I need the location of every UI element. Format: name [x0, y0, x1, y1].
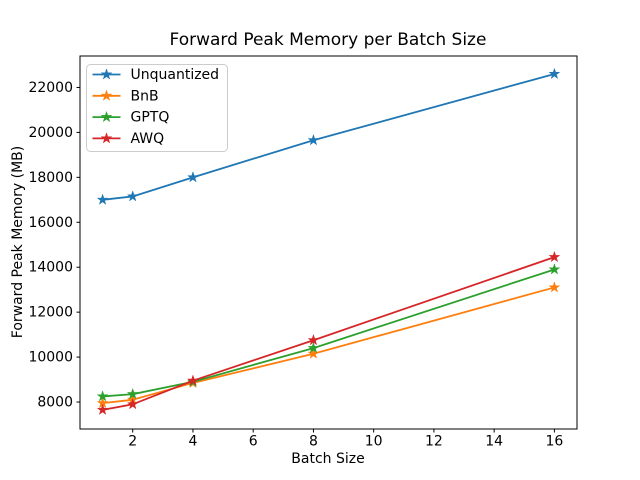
data-point-marker — [126, 397, 139, 410]
legend: Unquantized BnB GPTQ AWQ — [86, 64, 228, 152]
data-point-marker — [307, 133, 320, 146]
legend-entry-AWQ: AWQ — [92, 131, 165, 147]
data-point-marker — [307, 347, 320, 359]
y-tick-label: 22000 — [28, 80, 73, 96]
data-point-marker — [548, 281, 561, 293]
x-tick-label: 8 — [309, 434, 318, 450]
x-tick-label: 2 — [128, 434, 137, 450]
data-point-marker — [548, 67, 561, 80]
legend-label: GPTQ — [131, 110, 170, 126]
legend-label: AWQ — [131, 131, 165, 147]
data-point-marker — [96, 390, 109, 402]
legend-entry-GPTQ: GPTQ — [92, 110, 170, 126]
legend-star-marker-icon — [100, 89, 113, 101]
data-point-marker — [126, 190, 139, 202]
data-point-marker — [126, 387, 139, 400]
x-tick-label: 16 — [545, 434, 563, 450]
y-tick-label: 18000 — [28, 170, 73, 186]
legend-star-marker-icon — [100, 132, 113, 144]
x-axis-label: Batch Size — [291, 451, 364, 467]
x-tick-label: 10 — [365, 434, 383, 450]
legend-box — [86, 64, 228, 152]
y-axis-label: Forward Peak Memory (MB) — [10, 146, 26, 338]
legend-entry-BnB: BnB — [92, 88, 159, 104]
chart-title: Forward Peak Memory per Batch Size — [170, 30, 487, 50]
x-tick-label: 12 — [425, 434, 443, 450]
data-point-marker — [186, 171, 199, 183]
legend-label: BnB — [131, 88, 159, 104]
legend-star-marker-icon — [100, 110, 113, 123]
x-tick-label: 4 — [188, 434, 197, 450]
data-point-marker — [307, 341, 320, 354]
series-Unquantized — [96, 67, 561, 205]
data-point-marker — [96, 403, 109, 416]
series-AWQ — [96, 250, 561, 416]
data-point-marker — [186, 374, 199, 386]
y-tick-label: 12000 — [28, 305, 73, 321]
data-point-marker — [96, 193, 109, 205]
y-tick-label: 20000 — [28, 125, 73, 141]
y-tick-label: 10000 — [28, 350, 73, 366]
x-tick-label: 6 — [249, 434, 258, 450]
legend-label: Unquantized — [131, 67, 220, 83]
y-tick-label: 8000 — [37, 395, 73, 411]
legend-entry-Unquantized: Unquantized — [92, 67, 220, 83]
y-tick-label: 16000 — [28, 215, 73, 231]
legend-star-marker-icon — [100, 68, 113, 80]
data-series — [96, 67, 561, 416]
x-tick-label: 14 — [485, 434, 503, 450]
y-tick-label: 14000 — [28, 260, 73, 276]
data-point-marker — [548, 263, 561, 275]
data-point-marker — [548, 250, 561, 263]
data-point-marker — [307, 333, 320, 346]
